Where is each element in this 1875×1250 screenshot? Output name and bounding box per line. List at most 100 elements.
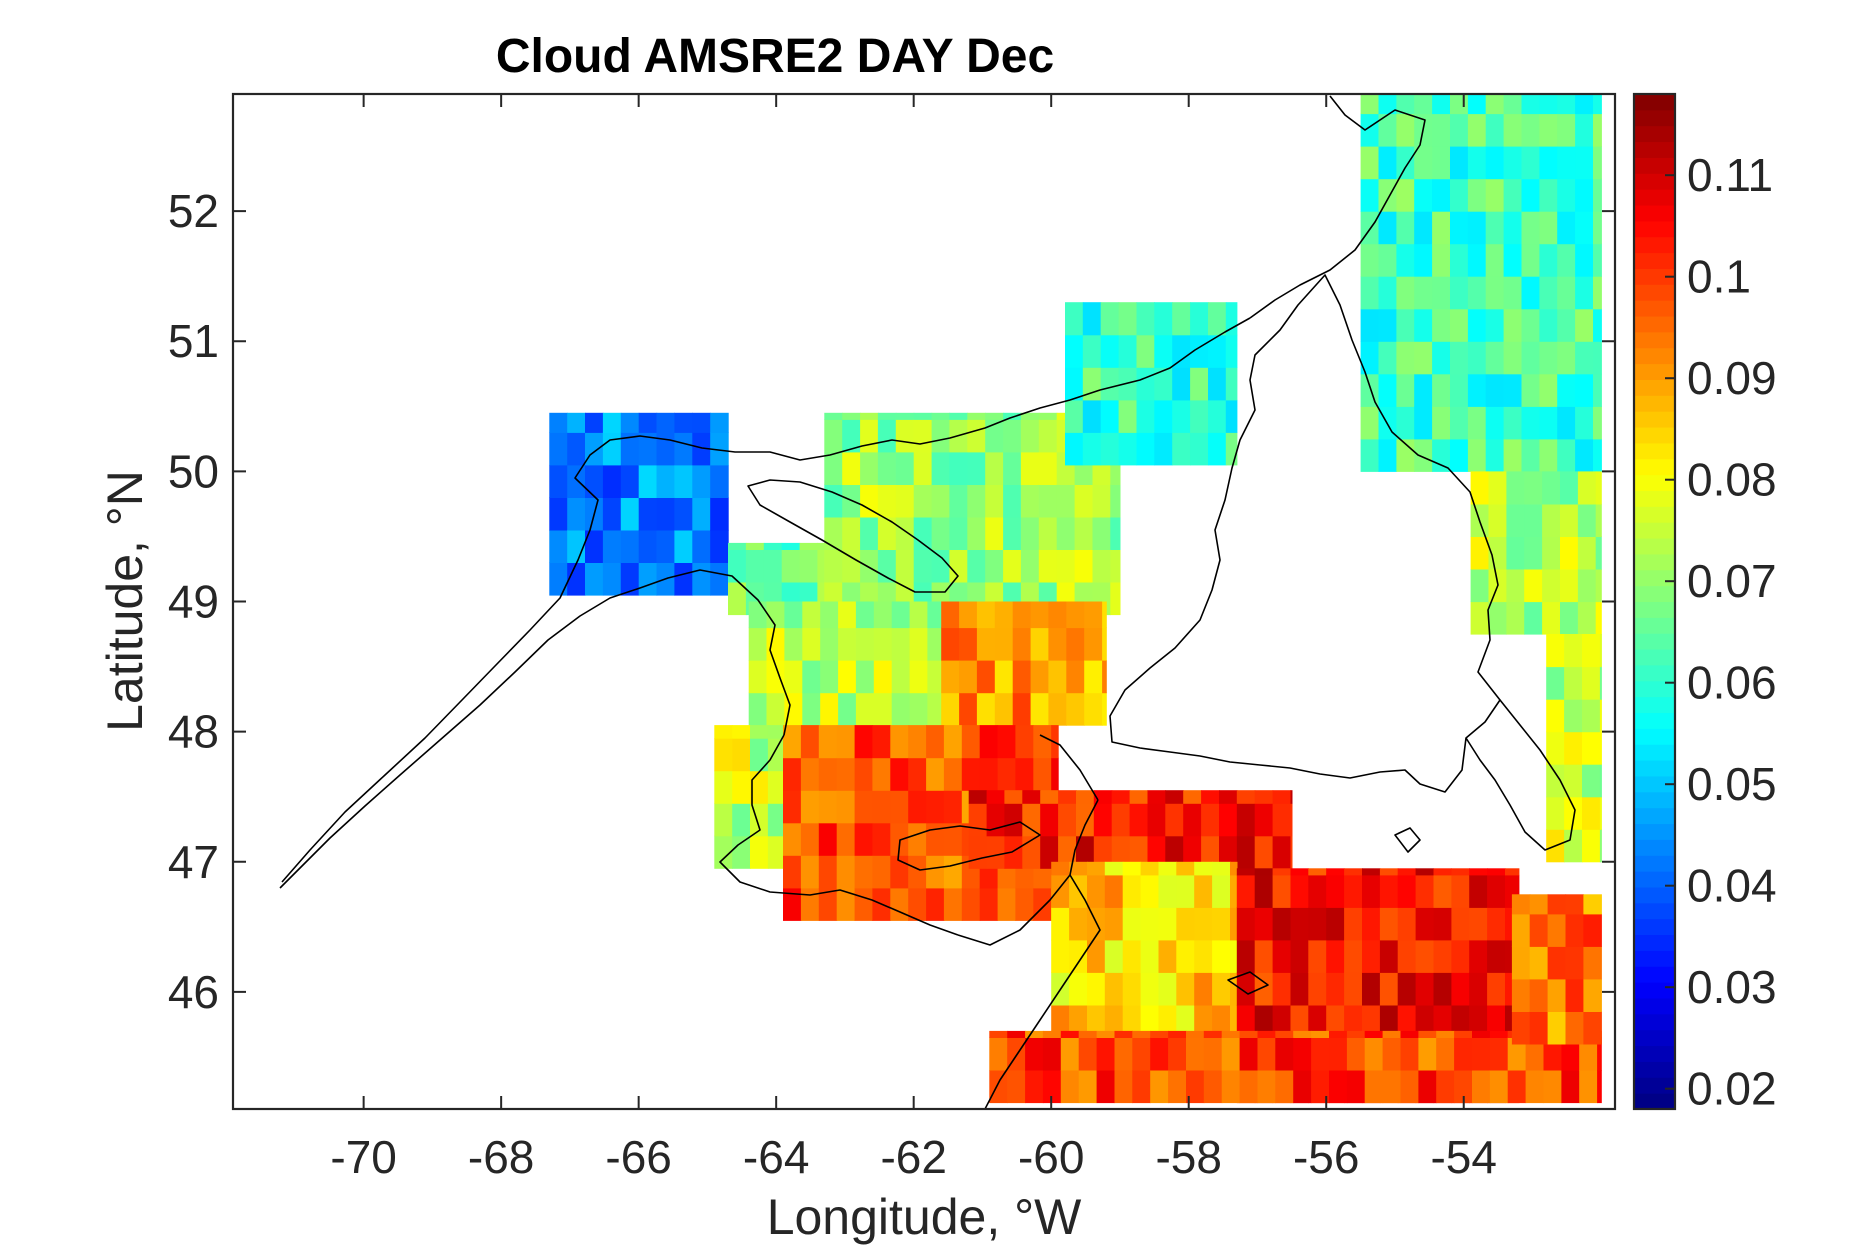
heatmap-cell xyxy=(1597,1070,1602,1104)
colorbar: 0.02 0.03 0.04 0.05 0.06 0.07 0.08 0.09 0.1 0.11 xyxy=(1632,92,1777,1115)
heatmap-cell xyxy=(1150,1070,1169,1104)
heatmap-cell xyxy=(549,497,568,531)
heatmap-cell xyxy=(1525,1037,1545,1071)
heatmap-cell xyxy=(1469,907,1488,941)
heatmap-cell xyxy=(1051,907,1070,941)
heatmap-cell xyxy=(1467,341,1487,375)
heatmap-cell xyxy=(1360,146,1380,180)
heatmap-cell xyxy=(1048,601,1067,629)
heatmap-cell xyxy=(1326,972,1345,1006)
heatmap-cell xyxy=(767,738,784,772)
heatmap-cell xyxy=(989,1070,1008,1104)
colorbar-band xyxy=(1634,966,1675,983)
heatmap-cell xyxy=(1257,1037,1276,1071)
heatmap-cell xyxy=(800,887,820,921)
heatmap-cell xyxy=(766,660,785,694)
heatmap-cell xyxy=(567,497,586,531)
heatmap-cell xyxy=(1212,907,1231,941)
heatmap-cell xyxy=(638,412,658,433)
heatmap-cell xyxy=(1221,1030,1241,1038)
heatmap-cell xyxy=(1560,569,1579,603)
heatmap-cell xyxy=(1564,666,1583,700)
heatmap-cell xyxy=(1239,1037,1259,1071)
colorbar-band xyxy=(1634,363,1675,380)
heatmap-cell xyxy=(1469,939,1488,973)
heatmap-cell xyxy=(1084,660,1103,694)
heatmap-cell xyxy=(854,790,874,824)
heatmap-cell xyxy=(855,660,875,694)
heatmap-cell xyxy=(1194,874,1213,908)
heatmap-cell xyxy=(1414,308,1433,342)
heatmap-cell xyxy=(891,601,911,629)
heatmap-cell xyxy=(986,835,1006,869)
heatmap-cell xyxy=(1087,939,1106,973)
heatmap-cell xyxy=(1290,874,1309,908)
heatmap-cell xyxy=(1033,757,1052,791)
heatmap-cell xyxy=(1593,406,1602,440)
heatmap-cell xyxy=(567,562,586,596)
heatmap-cell xyxy=(1129,803,1149,837)
heatmap-cell xyxy=(1418,1037,1437,1071)
heatmap-cell xyxy=(1022,835,1041,869)
heatmap-cell xyxy=(838,692,857,726)
y-axis-title: Latitude, °N xyxy=(97,470,153,732)
heatmap-cell xyxy=(1140,861,1160,876)
heatmap-cell xyxy=(1506,601,1525,635)
heatmap-cell xyxy=(949,516,968,550)
colorbar-tick-label: 0.1 xyxy=(1687,251,1751,303)
colorbar-band xyxy=(1634,411,1675,428)
colorbar-band xyxy=(1634,664,1675,682)
heatmap-cell xyxy=(1114,1037,1133,1071)
heatmap-cell xyxy=(872,790,891,824)
heatmap-cell xyxy=(1020,484,1040,518)
heatmap-cell xyxy=(1503,94,1523,115)
heatmap-cell xyxy=(1362,1004,1381,1038)
heatmap-cell xyxy=(1382,1030,1402,1038)
heatmap-cell xyxy=(1136,399,1155,433)
heatmap-cell xyxy=(1069,1004,1088,1038)
heatmap-cell xyxy=(567,412,586,433)
heatmap-cell xyxy=(1472,1037,1491,1071)
heatmap-cell xyxy=(1577,471,1597,505)
heatmap-cell xyxy=(1158,1004,1177,1038)
heatmap-cell xyxy=(1557,178,1576,212)
heatmap-cell xyxy=(1165,835,1184,869)
heatmap-cell xyxy=(766,601,785,629)
heatmap-cell xyxy=(1308,868,1327,876)
heatmap-cell xyxy=(1308,1004,1327,1038)
heatmap-cell xyxy=(1132,1070,1151,1104)
heatmap-cell xyxy=(1183,803,1202,837)
heatmap-cell xyxy=(1025,1037,1044,1071)
heatmap-cell xyxy=(1542,471,1561,505)
heatmap-cell xyxy=(1078,1070,1098,1104)
x-tick-label: -56 xyxy=(1293,1131,1359,1183)
heatmap-cell xyxy=(1140,972,1160,1006)
heatmap-cell xyxy=(1564,829,1583,863)
heatmap-cell xyxy=(967,516,986,550)
heatmap-cell xyxy=(872,757,891,791)
heatmap-cell xyxy=(1561,1037,1580,1071)
heatmap-cell xyxy=(1450,243,1469,277)
heatmap-cell xyxy=(1396,373,1415,407)
heatmap-cell xyxy=(855,692,875,726)
heatmap-cell xyxy=(692,529,711,563)
heatmap-cell xyxy=(1360,243,1380,277)
heatmap-cell xyxy=(931,516,951,550)
heatmap-cell xyxy=(1104,1004,1124,1038)
heatmap-cell xyxy=(1539,146,1558,180)
heatmap-cell xyxy=(824,484,843,518)
heatmap-cell xyxy=(1539,373,1558,407)
heatmap-cell xyxy=(1396,178,1415,212)
heatmap-cell xyxy=(943,855,963,889)
heatmap-cell xyxy=(1521,94,1540,115)
y-tick-label: 50 xyxy=(168,445,219,497)
heatmap-cell xyxy=(1102,601,1107,629)
heatmap-cell xyxy=(1450,276,1469,310)
heatmap-cell xyxy=(1396,94,1415,115)
heatmap-cell xyxy=(1577,503,1597,537)
heatmap-cell xyxy=(1542,503,1561,537)
heatmap-cell xyxy=(1254,972,1274,1006)
heatmap-cell xyxy=(1048,660,1067,694)
heatmap-cell xyxy=(986,803,1006,837)
colorbar-band xyxy=(1634,157,1675,174)
